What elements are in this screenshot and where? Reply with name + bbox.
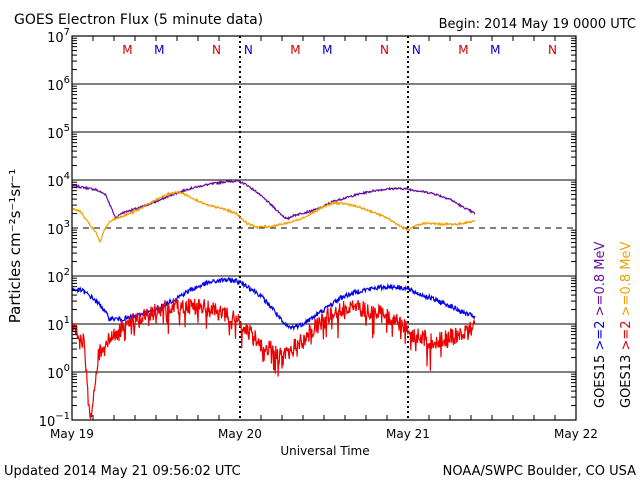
x-tick-label: May 20 <box>218 427 262 441</box>
series-line <box>71 298 476 420</box>
mn-marker: N <box>548 43 557 57</box>
y-tick-label: 107 <box>47 27 70 46</box>
plot-series <box>71 178 476 420</box>
y-tick-label: 104 <box>47 171 70 190</box>
x-tick-label: May 21 <box>386 427 430 441</box>
mn-marker: M <box>458 43 468 57</box>
y-tick-label: 100 <box>47 363 70 382</box>
plot-border <box>71 35 577 421</box>
chart-title: GOES Electron Flux (5 minute data) <box>14 12 263 28</box>
plot-grid <box>72 36 576 420</box>
series-line <box>71 190 476 243</box>
legend-goes13: GOES13 >=2 >=0.8 MeV <box>619 242 634 408</box>
y-tick-label: 101 <box>47 315 70 334</box>
series-line <box>71 178 476 221</box>
legend-goes15: GOES15 >=2 >=0.8 MeV <box>593 242 608 408</box>
y-tick-label: 106 <box>47 75 70 94</box>
y-tick-label: 102 <box>47 267 70 286</box>
x-axis-label: Universal Time <box>280 444 369 458</box>
begin-date: Begin: 2014 May 19 0000 UTC <box>439 17 636 32</box>
x-tick-label: May 22 <box>554 427 598 441</box>
mn-marker: N <box>380 43 389 57</box>
mn-marker: N <box>244 43 253 57</box>
updated-timestamp: Updated 2014 May 21 09:56:02 UTC <box>4 464 241 479</box>
mn-marker: M <box>490 43 500 57</box>
mn-marker: M <box>322 43 332 57</box>
mn-marker: N <box>212 43 221 57</box>
mn-marker: N <box>412 43 421 57</box>
y-tick-label: 103 <box>47 219 70 238</box>
mn-marker: M <box>154 43 164 57</box>
mn-marker: M <box>122 43 132 57</box>
x-tick-label: May 19 <box>50 427 94 441</box>
y-tick-label: 10−1 <box>39 411 70 430</box>
mn-marker: M <box>290 43 300 57</box>
y-axis-label: Particles cm⁻²s⁻¹sr⁻¹ <box>6 169 24 323</box>
legend: GOES15 >=2 >=0.8 MeV GOES13 >=2 >=0.8 MeV <box>593 242 634 408</box>
plot-frame <box>71 35 577 421</box>
y-tick-label: 105 <box>47 123 70 142</box>
source-credit: NOAA/SWPC Boulder, CO USA <box>443 464 636 479</box>
